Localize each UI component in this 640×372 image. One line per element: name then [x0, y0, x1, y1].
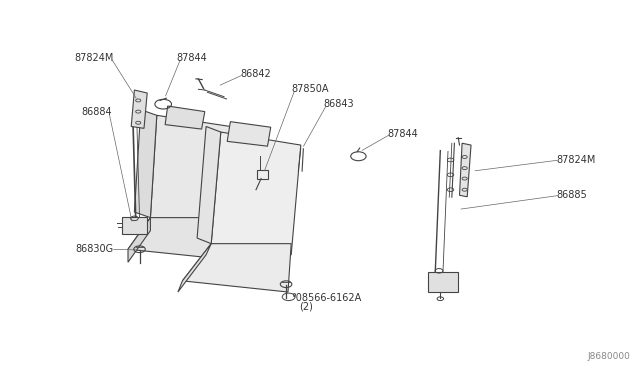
Text: (2): (2): [300, 302, 314, 312]
Text: 86842: 86842: [240, 70, 271, 79]
Polygon shape: [182, 244, 291, 292]
Polygon shape: [178, 244, 211, 292]
Polygon shape: [128, 218, 150, 262]
Text: 87850A: 87850A: [291, 84, 329, 94]
Bar: [428, 272, 458, 292]
Text: 86884: 86884: [81, 107, 112, 116]
Polygon shape: [460, 143, 471, 197]
Text: J8680000: J8680000: [588, 352, 630, 361]
Polygon shape: [197, 126, 221, 244]
Text: 87824M: 87824M: [74, 53, 114, 62]
Text: 86830G: 86830G: [76, 244, 114, 254]
Polygon shape: [150, 115, 230, 227]
Text: 87824M: 87824M: [557, 155, 596, 165]
Polygon shape: [131, 90, 147, 128]
Bar: [122, 217, 147, 234]
Polygon shape: [227, 122, 271, 146]
Polygon shape: [134, 110, 157, 218]
Text: 87844: 87844: [176, 53, 207, 62]
Bar: [257, 170, 268, 179]
Polygon shape: [128, 218, 221, 259]
Text: 86885: 86885: [557, 190, 588, 200]
Text: °08566-6162A: °08566-6162A: [291, 293, 362, 302]
Text: 86843: 86843: [323, 99, 354, 109]
Polygon shape: [165, 106, 205, 129]
Polygon shape: [211, 132, 301, 255]
Text: 87844: 87844: [387, 129, 418, 139]
